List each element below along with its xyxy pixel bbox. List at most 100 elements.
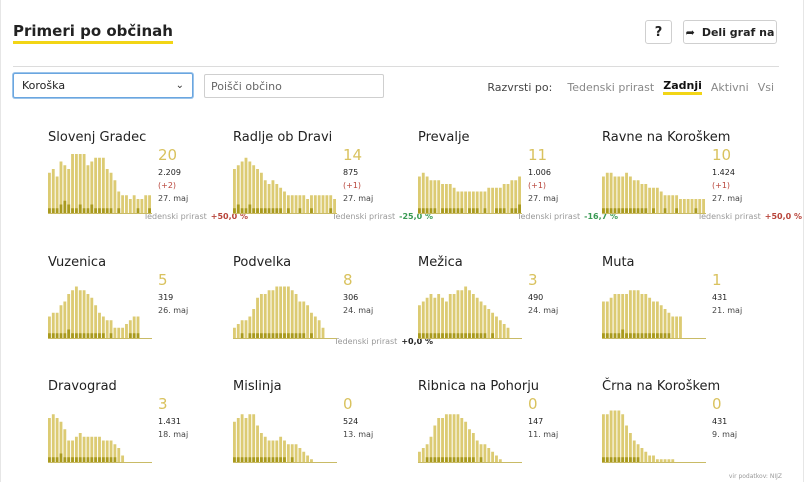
municipality-search-input[interactable] — [204, 74, 384, 98]
total-bar — [502, 184, 506, 214]
new-case-bar — [425, 208, 429, 214]
municipality-card[interactable]: Vuzenica 5 319 26. maj — [48, 255, 218, 365]
sort-option-weekly[interactable]: Tedenski prirast — [567, 80, 655, 94]
sort-option-latest[interactable]: Zadnji — [663, 79, 702, 95]
weekly-growth-value: +50,0 % — [764, 212, 802, 221]
total-bar — [286, 195, 290, 214]
municipality-card[interactable]: Mislinja 0 524 13. maj — [233, 379, 403, 482]
total-bar — [136, 316, 140, 339]
total-bar — [310, 459, 313, 463]
new-case-bar — [433, 208, 437, 214]
new-case-bar — [475, 208, 479, 214]
new-case-bar — [498, 208, 502, 214]
municipality-card[interactable]: Dravograd 3 1.431 18. maj — [48, 379, 218, 482]
total-bar — [617, 410, 621, 463]
total-bar — [113, 444, 117, 463]
new-case-bar — [279, 208, 283, 214]
total-bar — [298, 448, 302, 463]
sort-option-active[interactable]: Aktivni — [710, 80, 749, 94]
municipality-name: Radlje ob Dravi — [233, 130, 333, 145]
total-bar — [671, 316, 675, 339]
total-bar — [259, 294, 263, 339]
total-bar — [263, 436, 267, 463]
municipality-card[interactable]: Slovenj Gradec 20 2.209 (+2) 27. maj Tedenski… — [48, 130, 248, 240]
weekly-growth-label: Tedenski prirast — [334, 337, 398, 346]
municipality-card[interactable]: Ribnica na Pohorju 0 147 11. maj — [418, 379, 588, 482]
new-case-bar — [495, 208, 498, 214]
share-label: Deli graf na — [701, 25, 775, 39]
total-bar — [94, 157, 98, 214]
total-cases: 875 — [343, 168, 359, 177]
new-case-bar — [86, 333, 90, 339]
new-case-bar — [659, 333, 663, 339]
new-case-bar — [628, 457, 632, 463]
new-case-bar — [117, 208, 121, 214]
total-bar — [267, 184, 271, 214]
new-case-bar — [86, 208, 90, 214]
new-case-bar — [286, 333, 290, 339]
municipality-card[interactable]: Prevalje 11 1.006 (+1) 27. maj Tedenski prira… — [418, 130, 618, 240]
new-case-bar — [128, 333, 132, 339]
total-bar — [63, 301, 67, 339]
total-bar — [506, 327, 510, 339]
help-button[interactable]: ? — [645, 20, 672, 44]
new-case-bar — [275, 208, 279, 214]
municipality-name: Mislinja — [233, 379, 282, 394]
new-case-bar — [78, 457, 82, 463]
total-bar — [109, 172, 113, 214]
municipality-card[interactable]: Mežica 3 490 24. maj — [418, 255, 588, 365]
total-bar — [663, 459, 667, 463]
total-bar — [456, 191, 460, 214]
total-bar — [98, 312, 101, 339]
total-bar — [667, 195, 671, 214]
new-case-bar — [51, 457, 55, 463]
latest-cases: 3 — [158, 395, 168, 413]
new-case-bar — [655, 333, 659, 339]
case-bar-chart — [602, 172, 706, 214]
total-bar — [233, 421, 236, 463]
municipality-card[interactable]: Muta 1 431 21. maj — [602, 255, 772, 365]
municipality-card[interactable]: Ravne na Koroškem 10 1.424 (+1) 27. maj Teden… — [602, 130, 802, 240]
municipality-card[interactable]: Črna na Koroškem 0 431 9. maj — [602, 379, 772, 482]
new-case-bar — [694, 208, 698, 214]
region-select[interactable]: Koroška ⌄ — [13, 73, 193, 98]
new-case-bar — [452, 333, 456, 339]
total-bar — [491, 312, 495, 339]
last-date: 18. maj — [158, 430, 189, 439]
new-case-bar — [625, 208, 628, 214]
municipality-card[interactable]: Radlje ob Dravi 14 875 (+1) 27. maj Tedenski … — [233, 130, 433, 240]
sort-option-all[interactable]: Vsi — [757, 80, 774, 94]
new-case-bar — [605, 208, 609, 214]
new-case-bar — [628, 208, 632, 214]
total-bar — [686, 199, 690, 214]
total-bar — [55, 418, 59, 463]
total-bar — [317, 320, 321, 339]
latest-cases: 1 — [712, 271, 722, 289]
new-case-bar — [425, 333, 429, 339]
new-case-bar — [267, 208, 271, 214]
new-case-bar — [471, 333, 475, 339]
new-case-bar — [90, 457, 94, 463]
share-button[interactable]: ➦ Deli graf na — [683, 20, 777, 44]
new-case-bar — [271, 208, 275, 214]
total-bar — [98, 157, 101, 214]
case-bar-chart — [48, 154, 152, 214]
new-case-bar — [101, 333, 105, 339]
municipality-card[interactable]: Podvelka 8 306 24. maj Tedenski prirast +0,0 … — [233, 255, 433, 365]
new-case-bar — [109, 333, 113, 339]
total-bar — [487, 448, 491, 463]
total-bar — [259, 433, 263, 463]
new-case-bar — [275, 457, 279, 463]
new-case-bar — [448, 457, 452, 463]
total-bar — [128, 199, 132, 214]
new-case-bar — [441, 457, 444, 463]
new-case-bar — [271, 333, 275, 339]
total-bar — [290, 195, 294, 214]
new-case-bar — [418, 333, 421, 339]
daily-change: (+1) — [712, 181, 731, 190]
total-bar — [94, 436, 98, 463]
new-case-bar — [105, 457, 109, 463]
latest-cases: 3 — [528, 271, 538, 289]
new-case-bar — [652, 208, 655, 214]
daily-change: (+1) — [528, 181, 547, 190]
